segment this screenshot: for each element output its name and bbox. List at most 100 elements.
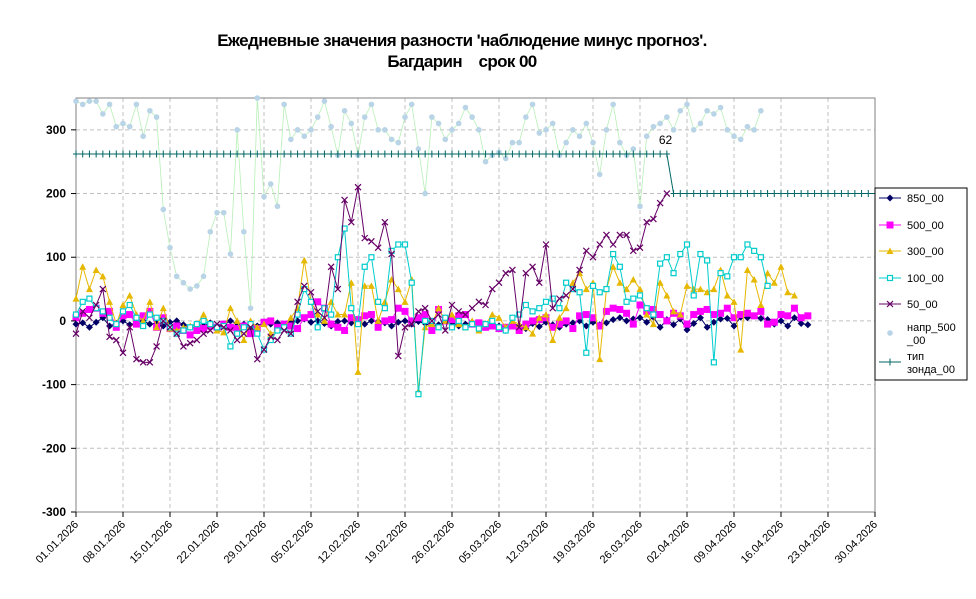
data-point bbox=[536, 305, 543, 312]
data-point bbox=[388, 150, 395, 158]
chart-title: Ежедневные значения разности 'наблюдение… bbox=[217, 31, 707, 50]
data-point bbox=[737, 190, 744, 198]
data-point bbox=[777, 317, 785, 325]
data-point bbox=[233, 325, 241, 333]
data-point bbox=[415, 146, 422, 152]
legend-item: 300_00 bbox=[879, 246, 944, 258]
data-point bbox=[281, 101, 287, 108]
data-point bbox=[723, 291, 731, 299]
data-point bbox=[670, 307, 678, 315]
data-point bbox=[133, 150, 140, 158]
data-point bbox=[710, 285, 718, 293]
data-point bbox=[422, 317, 429, 325]
data-point bbox=[348, 150, 355, 158]
data-point bbox=[79, 263, 87, 270]
data-point bbox=[750, 276, 758, 283]
data-point bbox=[267, 317, 275, 325]
data-point bbox=[623, 309, 631, 317]
data-point bbox=[690, 190, 697, 198]
data-point bbox=[334, 311, 342, 318]
data-point bbox=[757, 254, 764, 261]
data-point bbox=[589, 253, 597, 261]
data-point bbox=[234, 150, 241, 158]
data-point bbox=[616, 279, 624, 286]
data-point bbox=[609, 263, 617, 270]
data-point bbox=[367, 317, 375, 325]
data-point bbox=[367, 282, 375, 289]
data-point bbox=[616, 150, 623, 158]
data-point bbox=[723, 314, 731, 322]
series-50_00 bbox=[72, 183, 671, 366]
data-point bbox=[757, 307, 765, 315]
data-point bbox=[582, 247, 590, 255]
data-point bbox=[609, 241, 617, 248]
data-point bbox=[85, 285, 93, 293]
data-point bbox=[173, 322, 181, 330]
data-point bbox=[402, 114, 408, 120]
data-point bbox=[865, 190, 872, 198]
data-point bbox=[240, 324, 247, 331]
data-point bbox=[361, 114, 368, 120]
data-point bbox=[200, 273, 207, 280]
data-point bbox=[240, 336, 248, 344]
data-point bbox=[334, 150, 341, 158]
data-point bbox=[79, 309, 87, 317]
x-tick-label: 01.01.2026 bbox=[34, 519, 81, 566]
data-point bbox=[804, 190, 811, 198]
data-point bbox=[616, 305, 624, 313]
data-point bbox=[455, 307, 463, 315]
data-point bbox=[516, 150, 523, 158]
data-point bbox=[435, 120, 442, 127]
data-point bbox=[120, 150, 126, 158]
data-point bbox=[495, 324, 503, 331]
annotations: 62 bbox=[659, 133, 673, 147]
data-point bbox=[455, 317, 462, 325]
data-point bbox=[321, 314, 328, 322]
data-point bbox=[120, 120, 126, 127]
data-point bbox=[777, 311, 785, 319]
data-point bbox=[207, 228, 214, 235]
data-point bbox=[213, 320, 221, 328]
data-point bbox=[415, 307, 422, 315]
data-point bbox=[582, 311, 590, 319]
data-point bbox=[153, 323, 161, 331]
legend-item: 500_00 bbox=[879, 220, 944, 232]
data-point bbox=[663, 254, 670, 261]
data-point bbox=[529, 330, 537, 337]
data-point bbox=[173, 273, 180, 280]
data-point bbox=[314, 311, 322, 318]
legend-label: 50_00 bbox=[907, 299, 938, 311]
data-point bbox=[422, 190, 428, 197]
data-point bbox=[623, 231, 630, 239]
data-point bbox=[361, 312, 369, 320]
data-point bbox=[549, 304, 557, 312]
data-point bbox=[609, 316, 617, 324]
data-point bbox=[307, 311, 315, 319]
data-point bbox=[576, 150, 583, 158]
data-point bbox=[737, 136, 744, 143]
data-point bbox=[704, 107, 710, 114]
data-point bbox=[72, 320, 80, 328]
legend-label: 100_00 bbox=[907, 273, 944, 285]
data-point bbox=[354, 316, 362, 324]
data-point bbox=[79, 319, 87, 327]
data-point bbox=[435, 324, 442, 331]
data-point bbox=[126, 323, 134, 331]
data-point bbox=[696, 314, 704, 322]
data-point bbox=[482, 150, 489, 158]
legend-marker bbox=[886, 247, 894, 254]
data-point bbox=[576, 289, 583, 296]
x-tick-label: 19.03.2026 bbox=[551, 519, 598, 566]
data-point bbox=[334, 323, 342, 331]
data-point bbox=[200, 317, 207, 325]
data-point bbox=[663, 317, 671, 325]
data-point bbox=[314, 324, 321, 331]
data-point bbox=[731, 133, 737, 140]
data-point bbox=[730, 322, 738, 330]
data-point bbox=[496, 150, 502, 158]
data-point bbox=[428, 317, 436, 325]
data-point bbox=[657, 120, 663, 127]
data-point bbox=[664, 114, 670, 120]
data-point bbox=[368, 254, 375, 261]
data-point bbox=[603, 231, 610, 239]
